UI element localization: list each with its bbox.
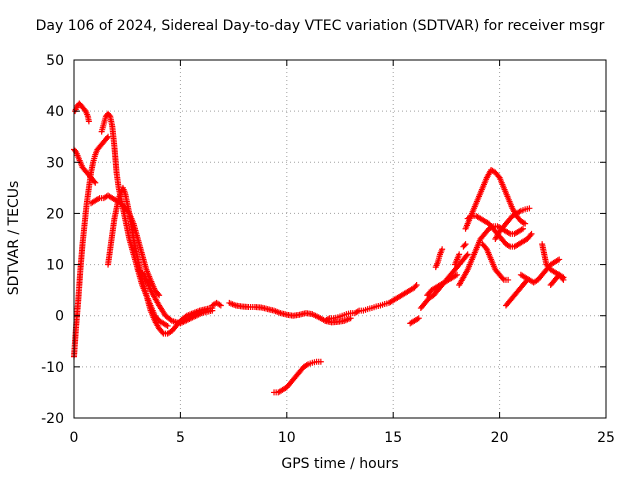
chart-title: Day 106 of 2024, Sidereal Day-to-day VTE… xyxy=(35,18,605,34)
y-tick-label: 20 xyxy=(46,206,64,222)
series-pass-l xyxy=(407,315,422,327)
x-axis-label: GPS time / hours xyxy=(281,456,399,472)
series-pass-t xyxy=(464,212,535,250)
data-point xyxy=(527,232,534,239)
y-tick-label: 10 xyxy=(46,258,64,274)
data-point xyxy=(505,276,512,283)
plot-frame xyxy=(73,59,607,419)
data-point xyxy=(156,292,163,299)
data-point xyxy=(499,275,506,282)
data-points xyxy=(71,100,567,396)
y-tick-label: 50 xyxy=(46,53,64,69)
x-tick-label: 10 xyxy=(278,430,296,446)
data-point xyxy=(92,179,99,186)
series-pass-v xyxy=(492,205,533,242)
data-point xyxy=(217,302,224,309)
series-pass-p xyxy=(451,251,463,268)
data-point xyxy=(560,274,567,281)
data-point xyxy=(415,315,422,322)
data-point xyxy=(103,134,110,141)
series-pass-z xyxy=(547,271,567,289)
data-point xyxy=(413,282,420,289)
data-point xyxy=(91,178,98,185)
data-point xyxy=(85,118,92,125)
y-tick-label: 40 xyxy=(46,104,64,120)
data-point xyxy=(347,315,354,322)
x-tick-label: 20 xyxy=(491,430,509,446)
data-point xyxy=(461,242,468,249)
x-tick-label: 0 xyxy=(70,430,79,446)
series-pass-b xyxy=(72,100,92,125)
data-point xyxy=(522,220,529,227)
x-tick-label: 15 xyxy=(384,430,402,446)
series-pass-a xyxy=(71,133,112,360)
data-point xyxy=(164,322,171,329)
data-point xyxy=(464,251,471,258)
series-pass-j xyxy=(271,358,324,396)
data-point xyxy=(155,290,162,297)
series-pass-g xyxy=(134,266,216,327)
data-point xyxy=(454,271,461,278)
y-tick-label: -20 xyxy=(41,411,64,427)
series-pass-w xyxy=(502,276,531,309)
data-point xyxy=(105,133,112,140)
x-tick-label: 25 xyxy=(597,430,615,446)
data-point xyxy=(526,205,533,212)
y-tick-label: -10 xyxy=(41,360,64,376)
y-tick-label: 30 xyxy=(46,155,64,171)
data-point xyxy=(463,252,470,259)
data-point xyxy=(317,358,324,365)
series-pass-i xyxy=(226,299,354,326)
y-tick-label: 0 xyxy=(55,309,64,325)
series-pass-u xyxy=(479,241,512,283)
series-pass-k xyxy=(322,282,420,324)
series-pass-q xyxy=(460,241,469,250)
data-point xyxy=(462,241,469,248)
data-point xyxy=(439,246,446,253)
series-pass-h xyxy=(209,299,224,309)
y-axis-ticks: -20 -10 0 10 20 30 40 50 xyxy=(41,53,606,427)
data-point xyxy=(209,307,216,314)
data-point xyxy=(556,256,563,263)
x-axis-ticks: 0 5 10 15 20 25 xyxy=(70,60,615,446)
series-pass-s xyxy=(462,166,529,232)
data-point xyxy=(456,251,463,258)
data-point xyxy=(412,283,419,290)
series-pass-r xyxy=(456,223,527,289)
series-pass-n xyxy=(424,271,461,299)
x-tick-label: 5 xyxy=(176,430,185,446)
data-point xyxy=(520,225,527,232)
data-point xyxy=(528,230,535,237)
data-point xyxy=(159,329,166,336)
series-pass-o xyxy=(432,246,446,271)
series-pass-c xyxy=(71,146,99,186)
